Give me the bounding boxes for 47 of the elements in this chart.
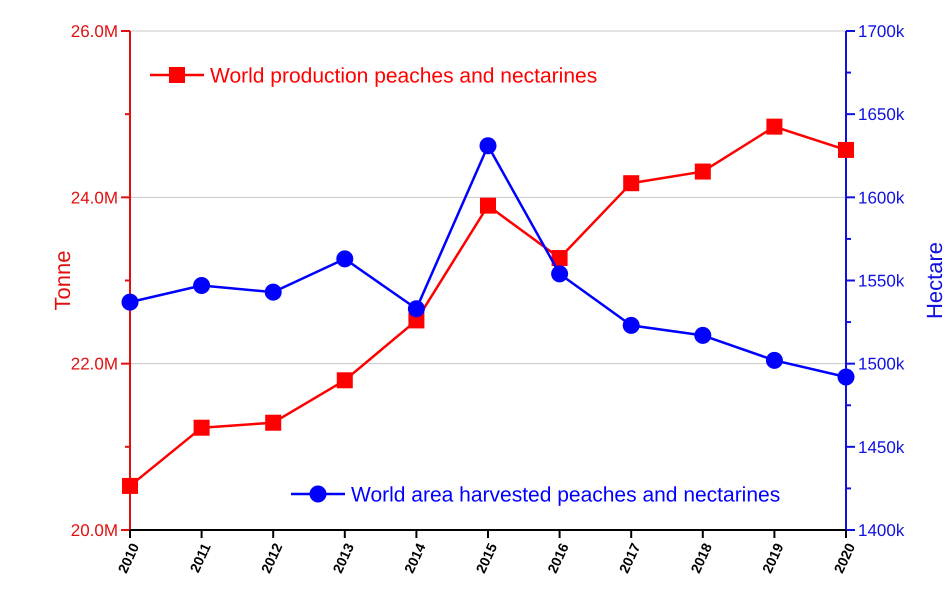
legend-label: World area harvested peaches and nectarines [351,483,780,506]
y2-tick-label: 1550k [858,271,905,290]
point [193,276,210,294]
x-tick-label: 2014 [400,540,429,576]
point [264,284,282,301]
y2-axis-title: Hectare [922,242,946,320]
y2-tick-label: 1450k [858,438,905,457]
point [480,198,496,214]
x-tick-label: 2017 [616,540,644,576]
point [336,250,354,268]
y2-tick-label: 1700k [858,22,905,41]
x-tick-label: 2018 [687,540,716,576]
x-tick-label: 2015 [472,540,500,576]
y2-tick-label: 1500k [858,354,905,374]
point [551,265,568,282]
y-tick-label: 20.0M [70,520,118,540]
y-tick-label: 24.0M [70,188,118,208]
y-tick-label: 22.0M [70,354,118,374]
point [694,326,712,344]
y2-tick-label: 1600k [858,188,905,208]
point [122,294,138,311]
point [623,175,640,192]
point [194,420,210,436]
point [122,478,138,494]
y-tick-label: 26.0M [70,22,118,41]
point [265,414,282,431]
x-tick-label: 2010 [114,540,142,576]
x-tick-label: 2011 [186,540,214,575]
point [480,137,496,154]
x-tick-label: 2020 [830,540,858,576]
y2-tick-label: 1650k [858,105,905,124]
point [766,352,783,369]
point [408,300,425,318]
x-tick-label: 2012 [258,540,286,576]
legend-label: World production peaches and nectarines [210,64,598,88]
point [552,250,568,266]
point [336,372,353,388]
point [838,142,854,158]
x-tick-label: 2013 [329,540,358,576]
point [694,164,711,180]
point [766,118,782,135]
point [838,368,854,386]
y-axis-title: Tonne [50,250,75,310]
y2-tick-label: 1400k [858,520,905,540]
point [622,316,640,334]
x-tick-label: 2019 [758,540,787,576]
x-tick-label: 2016 [544,540,572,576]
